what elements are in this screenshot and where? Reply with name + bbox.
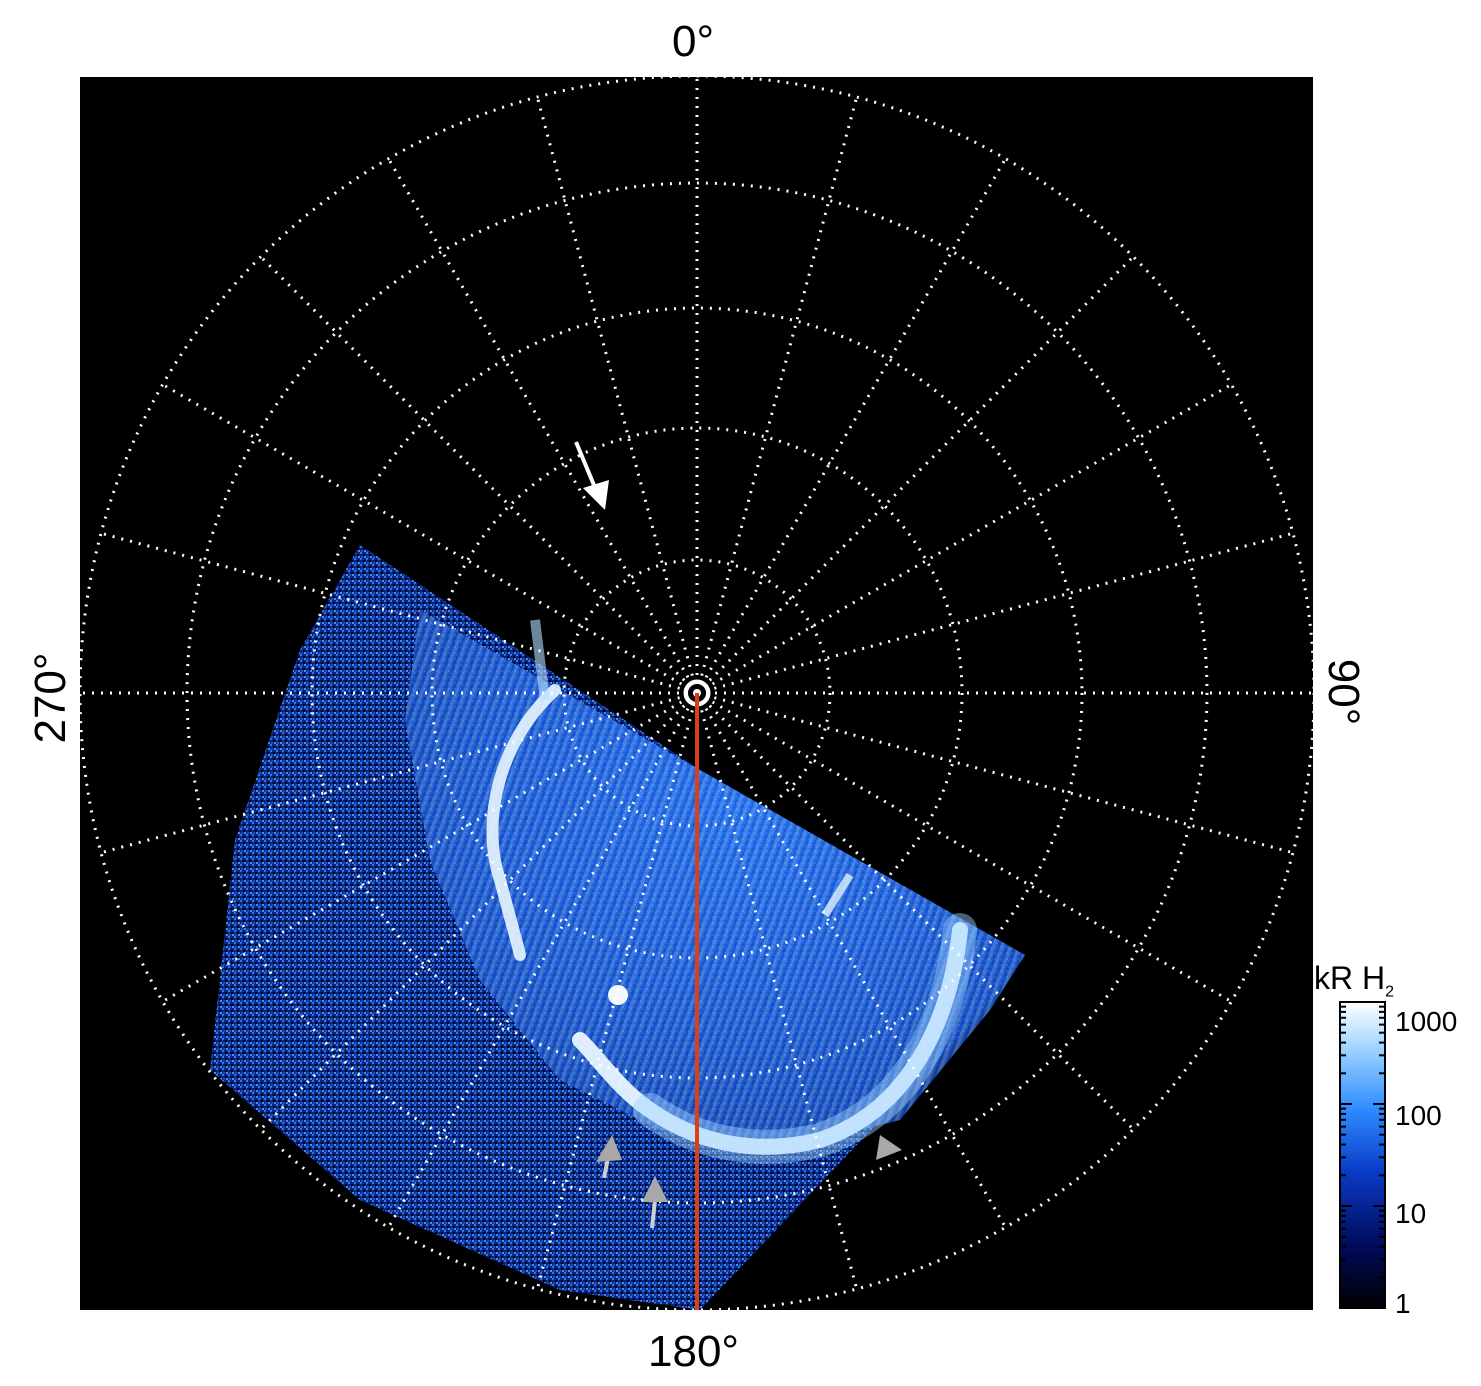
grid-meridian	[259, 691, 699, 1131]
arrow-icon	[876, 1135, 902, 1160]
grid-meridian	[696, 691, 1233, 1003]
bright-spot	[608, 985, 628, 1005]
arrow-icon	[642, 1176, 668, 1229]
grid-meridian	[535, 96, 699, 694]
grid-meridian	[387, 692, 699, 1229]
colorbar	[1339, 1001, 1386, 1309]
grid-circle	[430, 426, 964, 960]
main-auroral-oval	[572, 922, 968, 1155]
grid-meridian	[696, 691, 1294, 855]
emission-streak	[530, 619, 550, 701]
grid-meridian	[387, 157, 699, 694]
colorbar-ticks	[1340, 1001, 1385, 1309]
grid-meridian	[161, 383, 698, 695]
grid-meridian	[695, 96, 859, 694]
grid-meridian	[695, 691, 1135, 1131]
grid-meridian	[100, 691, 698, 855]
grid-meridian	[695, 692, 859, 1290]
colorbar-tick-label: 10	[1395, 1198, 1427, 1229]
grid-meridian	[100, 531, 698, 695]
label-top: 0°	[672, 17, 715, 66]
inner-emission-arc	[486, 684, 561, 961]
grid-meridian	[161, 691, 698, 1003]
grid-meridian	[259, 255, 699, 695]
grid-meridian	[696, 383, 1233, 695]
grid-meridian	[695, 157, 1007, 694]
grid-meridian	[695, 255, 1135, 695]
colorbar-tick-label: 1	[1395, 1288, 1411, 1319]
grid-circle	[78, 74, 1316, 1312]
grid-meridian	[695, 692, 1007, 1229]
colorbar-tick-label: 100	[1395, 1100, 1442, 1131]
arrow-icon	[596, 1135, 622, 1179]
arrow-icon	[574, 441, 609, 510]
grid-meridian	[535, 692, 699, 1290]
label-left: 270°	[26, 652, 75, 744]
colorbar-title: kR H2	[1314, 960, 1395, 1001]
aurora-glow	[405, 610, 1025, 1150]
grid-meridian	[696, 531, 1294, 695]
label-bottom: 180°	[648, 1327, 740, 1376]
emission-streak	[821, 872, 854, 918]
colorbar-tick-label: 1000	[1395, 1006, 1458, 1037]
label-right: 90°	[1319, 658, 1368, 726]
